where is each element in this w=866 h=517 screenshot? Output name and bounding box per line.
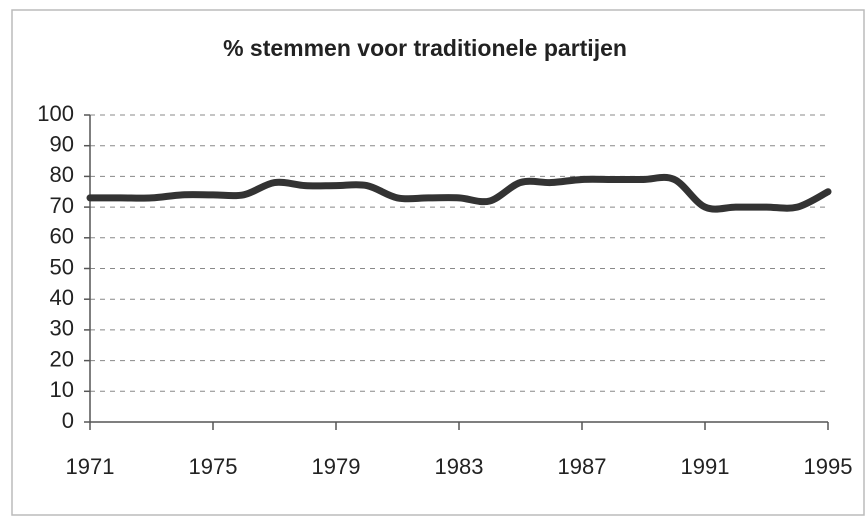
x-tick-label: 1975 [189, 454, 238, 479]
y-tick-label: 40 [50, 285, 74, 310]
data-line [86, 173, 832, 213]
chart-frame [11, 9, 865, 516]
y-tick-label: 80 [50, 162, 74, 187]
y-tick-label: 100 [37, 101, 74, 126]
y-tick-label: 10 [50, 377, 74, 402]
x-tick-label: 1991 [681, 454, 730, 479]
chart-title: % stemmen voor traditionele partijen [223, 35, 627, 61]
y-tick-label: 50 [50, 254, 74, 279]
x-tick-label: 1971 [66, 454, 115, 479]
x-tick-label: 1979 [312, 454, 361, 479]
x-tick-label: 1995 [804, 454, 853, 479]
y-tick-label: 90 [50, 132, 74, 157]
y-tick-label: 70 [50, 193, 74, 218]
x-tick-label: 1983 [435, 454, 484, 479]
y-tick-label: 0 [62, 408, 74, 433]
y-tick-label: 20 [50, 346, 74, 371]
y-tick-label: 30 [50, 316, 74, 341]
x-tick-label: 1987 [558, 454, 607, 479]
y-tick-label: 60 [50, 224, 74, 249]
